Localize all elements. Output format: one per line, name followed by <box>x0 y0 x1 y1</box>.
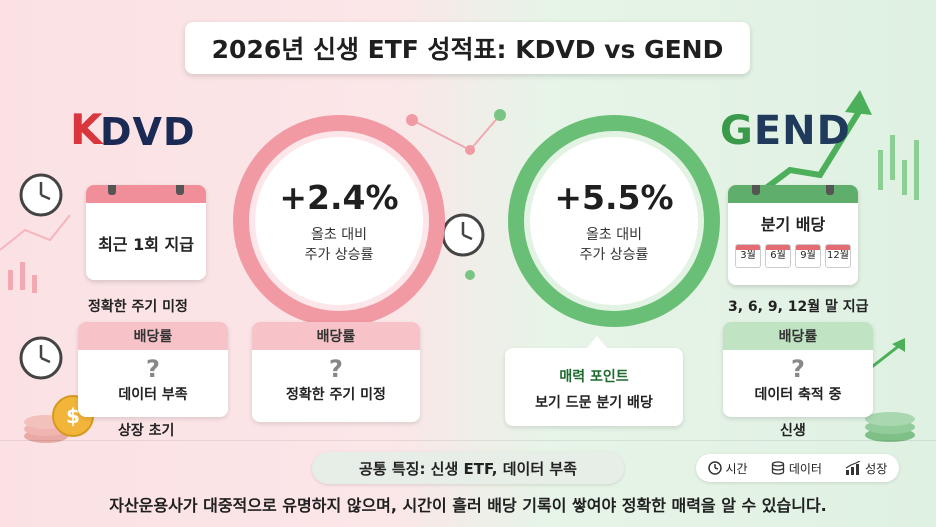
month-badge: 6월 <box>765 244 791 268</box>
page-title: 2026년 신생 ETF 성적표: KDVD vs GEND <box>185 22 750 74</box>
card-heading: 배당률 <box>78 322 228 350</box>
gend-logo: GEND <box>720 108 851 154</box>
question-mark-icon: ? <box>329 355 343 383</box>
month-badge: 3월 <box>735 244 761 268</box>
network-decor-left <box>411 114 501 151</box>
kdvd-card-footer: 상장 초기 <box>118 423 175 439</box>
callout-title: 매력 포인트 <box>559 369 629 385</box>
gend-return-value: +5.5% <box>554 177 674 217</box>
divider <box>0 440 936 441</box>
gend-calendar: 분기 배당 3월 6월 9월 12월 <box>728 185 858 285</box>
kdvd-calendar-caption: 정확한 주기 미정 <box>88 299 188 315</box>
legend: 시간 데이터 성장 <box>696 454 899 482</box>
gend-months: 3월 6월 9월 12월 <box>728 243 858 268</box>
kdvd-period-card: 배당률 ? 정확한 주기 미정 <box>252 322 420 422</box>
gend-logo-rest: END <box>753 108 851 154</box>
clock-icon <box>441 213 485 257</box>
question-mark-icon: ? <box>146 355 160 383</box>
gend-calendar-text: 분기 배당 <box>760 215 826 234</box>
month-badge: 12월 <box>825 244 851 268</box>
coins-icon <box>865 412 915 442</box>
svg-text:$: $ <box>66 404 80 428</box>
card-text: 정확한 주기 미정 <box>286 387 386 403</box>
growth-arrow-head <box>845 90 872 115</box>
gend-highlight-callout: 매력 포인트 보기 드문 분기 배당 <box>505 336 683 426</box>
background-line-left <box>0 214 71 251</box>
kdvd-calendar-text: 최근 1회 지급 <box>98 235 194 254</box>
legend-item: 데이터 <box>771 460 822 477</box>
footer-note: 자산운용사가 대중적으로 유명하지 않으며, 시간이 흘러 배당 기록이 쌓여야… <box>109 496 827 515</box>
coins-icon: $ <box>24 395 94 443</box>
growth-chart-icon <box>846 459 861 475</box>
common-feature-pill: 공통 특징: 신생 ETF, 데이터 부족 <box>312 452 624 484</box>
gend-dividend-card: 배당률 ? 데이터 축적 중 <box>723 322 873 417</box>
gend-logo-g: G <box>720 108 754 154</box>
clock-icon <box>19 336 63 380</box>
legend-item: 시간 <box>707 460 748 477</box>
gend-return-label-1: 올초 대비 <box>586 226 642 243</box>
small-growth-arrow <box>867 343 901 372</box>
gend-calendar-caption: 3, 6, 9, 12월 말 지급 <box>728 299 869 315</box>
card-heading: 배당률 <box>252 322 420 350</box>
kdvd-return-value: +2.4% <box>279 177 399 217</box>
kdvd-dividend-card: 배당률 ? 데이터 부족 <box>78 322 228 417</box>
kdvd-return-label-1: 올초 대비 <box>311 226 367 243</box>
month-badge: 9월 <box>795 244 821 268</box>
question-mark-icon: ? <box>791 355 805 383</box>
gend-card-footer: 신생 <box>780 423 806 439</box>
candlestick-decor-right <box>878 135 919 200</box>
legend-item: 성장 <box>845 459 887 477</box>
gend-return-ring: +5.5% 올초 대비 주가 상승률 <box>508 115 720 327</box>
card-text: 데이터 부족 <box>118 387 188 403</box>
callout-text: 보기 드문 분기 배당 <box>535 395 653 411</box>
kdvd-calendar: 최근 1회 지급 <box>86 185 206 280</box>
kdvd-return-ring: +2.4% 올초 대비 주가 상승률 <box>233 115 445 327</box>
kdvd-logo: DVD <box>100 110 196 154</box>
database-icon <box>771 460 785 475</box>
gend-return-label-2: 주가 상승률 <box>579 246 649 263</box>
candlestick-decor-left <box>8 262 37 293</box>
card-text: 데이터 축적 중 <box>754 387 842 403</box>
kdvd-return-label-2: 주가 상승률 <box>304 246 374 263</box>
kdvd-logo-k: K <box>70 105 103 154</box>
clock-icon <box>19 173 63 217</box>
clock-icon <box>707 460 722 475</box>
card-heading: 배당률 <box>723 322 873 350</box>
